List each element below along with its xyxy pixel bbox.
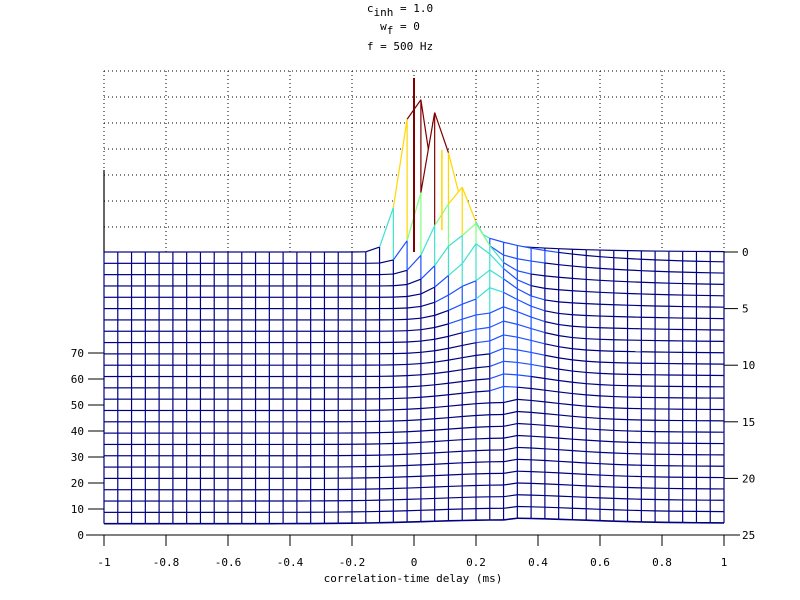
x-tick-label: -0.2 bbox=[339, 556, 366, 569]
surface-mesh bbox=[103, 78, 725, 525]
left-tick-label: 70 bbox=[71, 347, 84, 360]
right-tick-label: 25 bbox=[742, 529, 755, 542]
right-tick-label: 0 bbox=[742, 246, 749, 259]
title-cinh-subscript: inh bbox=[373, 6, 394, 19]
left-tick-label: 10 bbox=[71, 503, 84, 516]
x-tick-label: 0.4 bbox=[528, 556, 548, 569]
right-axis-ticks: 0 5 10 15 20 25 bbox=[724, 246, 755, 542]
right-tick-label: 5 bbox=[742, 303, 749, 316]
left-tick-label: 30 bbox=[71, 451, 84, 464]
x-axis-label: correlation-time delay (ms) bbox=[324, 572, 503, 585]
left-axis-ticks: 0 10 20 30 40 50 60 70 bbox=[71, 347, 104, 542]
x-tick-label: -1 bbox=[97, 556, 110, 569]
title-wf-subscript: f bbox=[386, 24, 394, 37]
left-tick-label: 0 bbox=[77, 529, 84, 542]
x-tick-label: 0.6 bbox=[590, 556, 610, 569]
x-tick-label: -0.4 bbox=[277, 556, 304, 569]
x-tick-label: -0.8 bbox=[153, 556, 180, 569]
left-tick-label: 40 bbox=[71, 425, 84, 438]
x-tick-label: -0.6 bbox=[215, 556, 242, 569]
right-tick-label: 15 bbox=[742, 416, 755, 429]
right-tick-label: 10 bbox=[742, 359, 755, 372]
title-line-2: wf = 0 bbox=[0, 20, 800, 37]
title-wf-value: = 0 bbox=[393, 20, 420, 33]
title-cinh-value: = 1.0 bbox=[393, 2, 434, 15]
x-tick-label: 0.8 bbox=[652, 556, 672, 569]
left-tick-label: 20 bbox=[71, 477, 84, 490]
right-tick-label: 20 bbox=[742, 472, 755, 485]
x-tick-label: 1 bbox=[721, 556, 728, 569]
axes bbox=[86, 534, 740, 545]
x-axis-ticks: -1 -0.8 -0.6 -0.4 -0.2 0 0.2 0.4 0.6 0.8 1 bbox=[97, 535, 727, 569]
title-line-3: f = 500 Hz bbox=[366, 40, 434, 53]
title-cinh-symbol: c bbox=[366, 2, 374, 15]
title-wf-symbol: w bbox=[380, 20, 387, 33]
left-tick-label: 60 bbox=[71, 373, 84, 386]
title-line-1: cinh = 1.0 bbox=[0, 2, 800, 19]
x-tick-label: 0.2 bbox=[466, 556, 486, 569]
x-tick-label: 0 bbox=[411, 556, 418, 569]
left-tick-label: 50 bbox=[71, 399, 84, 412]
